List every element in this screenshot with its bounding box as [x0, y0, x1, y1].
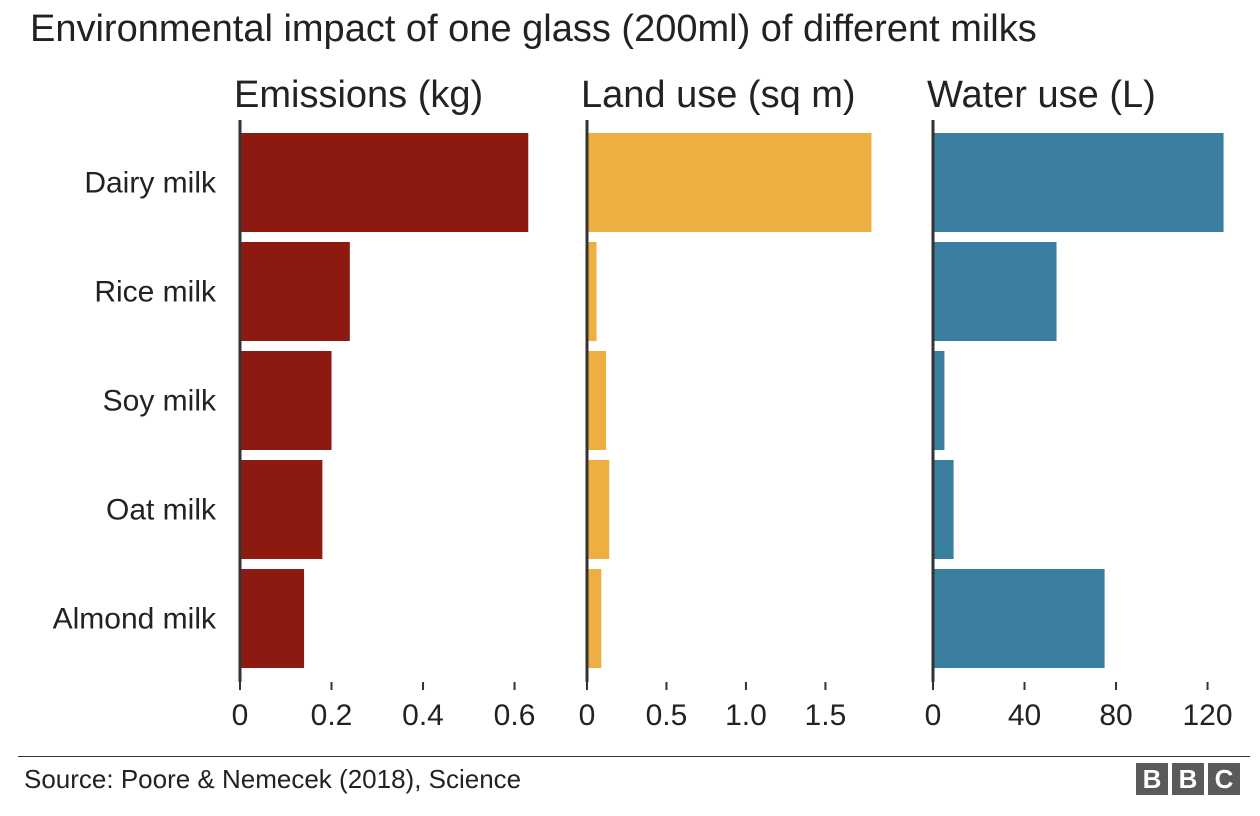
- category-label-1: Dairy milk: [84, 167, 217, 200]
- bbc-logo-letter-3: C: [1208, 763, 1240, 795]
- bar-3-2: [933, 242, 1057, 341]
- bar-2-5: [587, 569, 602, 668]
- category-label-4: Oat milk: [106, 494, 217, 527]
- bar-3-3: [933, 351, 945, 450]
- tick-label-2-2: 0.5: [646, 699, 688, 732]
- bbc-logo-letter-2: B: [1172, 763, 1204, 795]
- tick-label-3-1: 0: [925, 699, 942, 732]
- bar-1-3: [240, 351, 332, 450]
- bar-2-4: [587, 460, 610, 559]
- tick-label-2-1: 0: [579, 699, 596, 732]
- tick-label-3-4: 120: [1183, 699, 1233, 732]
- chart-title: Environmental impact of one glass (200ml…: [30, 8, 1037, 50]
- bar-1-2: [240, 242, 350, 341]
- category-label-3: Soy milk: [103, 385, 217, 418]
- tick-label-3-2: 40: [1008, 699, 1041, 732]
- bar-3-4: [933, 460, 954, 559]
- panel-title-3: Water use (L): [927, 74, 1156, 116]
- bar-3-1: [933, 133, 1224, 232]
- bar-1-5: [240, 569, 305, 668]
- source-note: Source: Poore & Nemecek (2018), Science: [24, 764, 522, 794]
- footer-divider: [18, 756, 1250, 757]
- bar-2-1: [587, 133, 872, 232]
- bar-1-4: [240, 460, 323, 559]
- bar-2-3: [587, 351, 607, 450]
- tick-label-1-2: 0.2: [311, 699, 353, 732]
- tick-label-1-4: 0.6: [494, 699, 536, 732]
- tick-label-3-3: 80: [1099, 699, 1132, 732]
- panel-title-2: Land use (sq m): [581, 74, 856, 116]
- tick-label-2-4: 1.5: [805, 699, 847, 732]
- bbc-logo: B B C: [1136, 763, 1240, 795]
- tick-label-1-1: 0: [232, 699, 249, 732]
- bar-3-5: [933, 569, 1105, 668]
- chart-svg: Dairy milk Rice milk Soy milk Oat milk Almon…: [53, 74, 1233, 732]
- tick-label-2-3: 1.0: [725, 699, 767, 732]
- category-label-5: Almond milk: [53, 603, 217, 636]
- category-label-2: Rice milk: [94, 276, 217, 309]
- bbc-logo-letter-1: B: [1136, 763, 1168, 795]
- panel-title-1: Emissions (kg): [234, 74, 483, 116]
- bar-2-2: [587, 242, 597, 341]
- bar-1-1: [240, 133, 529, 232]
- tick-label-1-3: 0.4: [402, 699, 444, 732]
